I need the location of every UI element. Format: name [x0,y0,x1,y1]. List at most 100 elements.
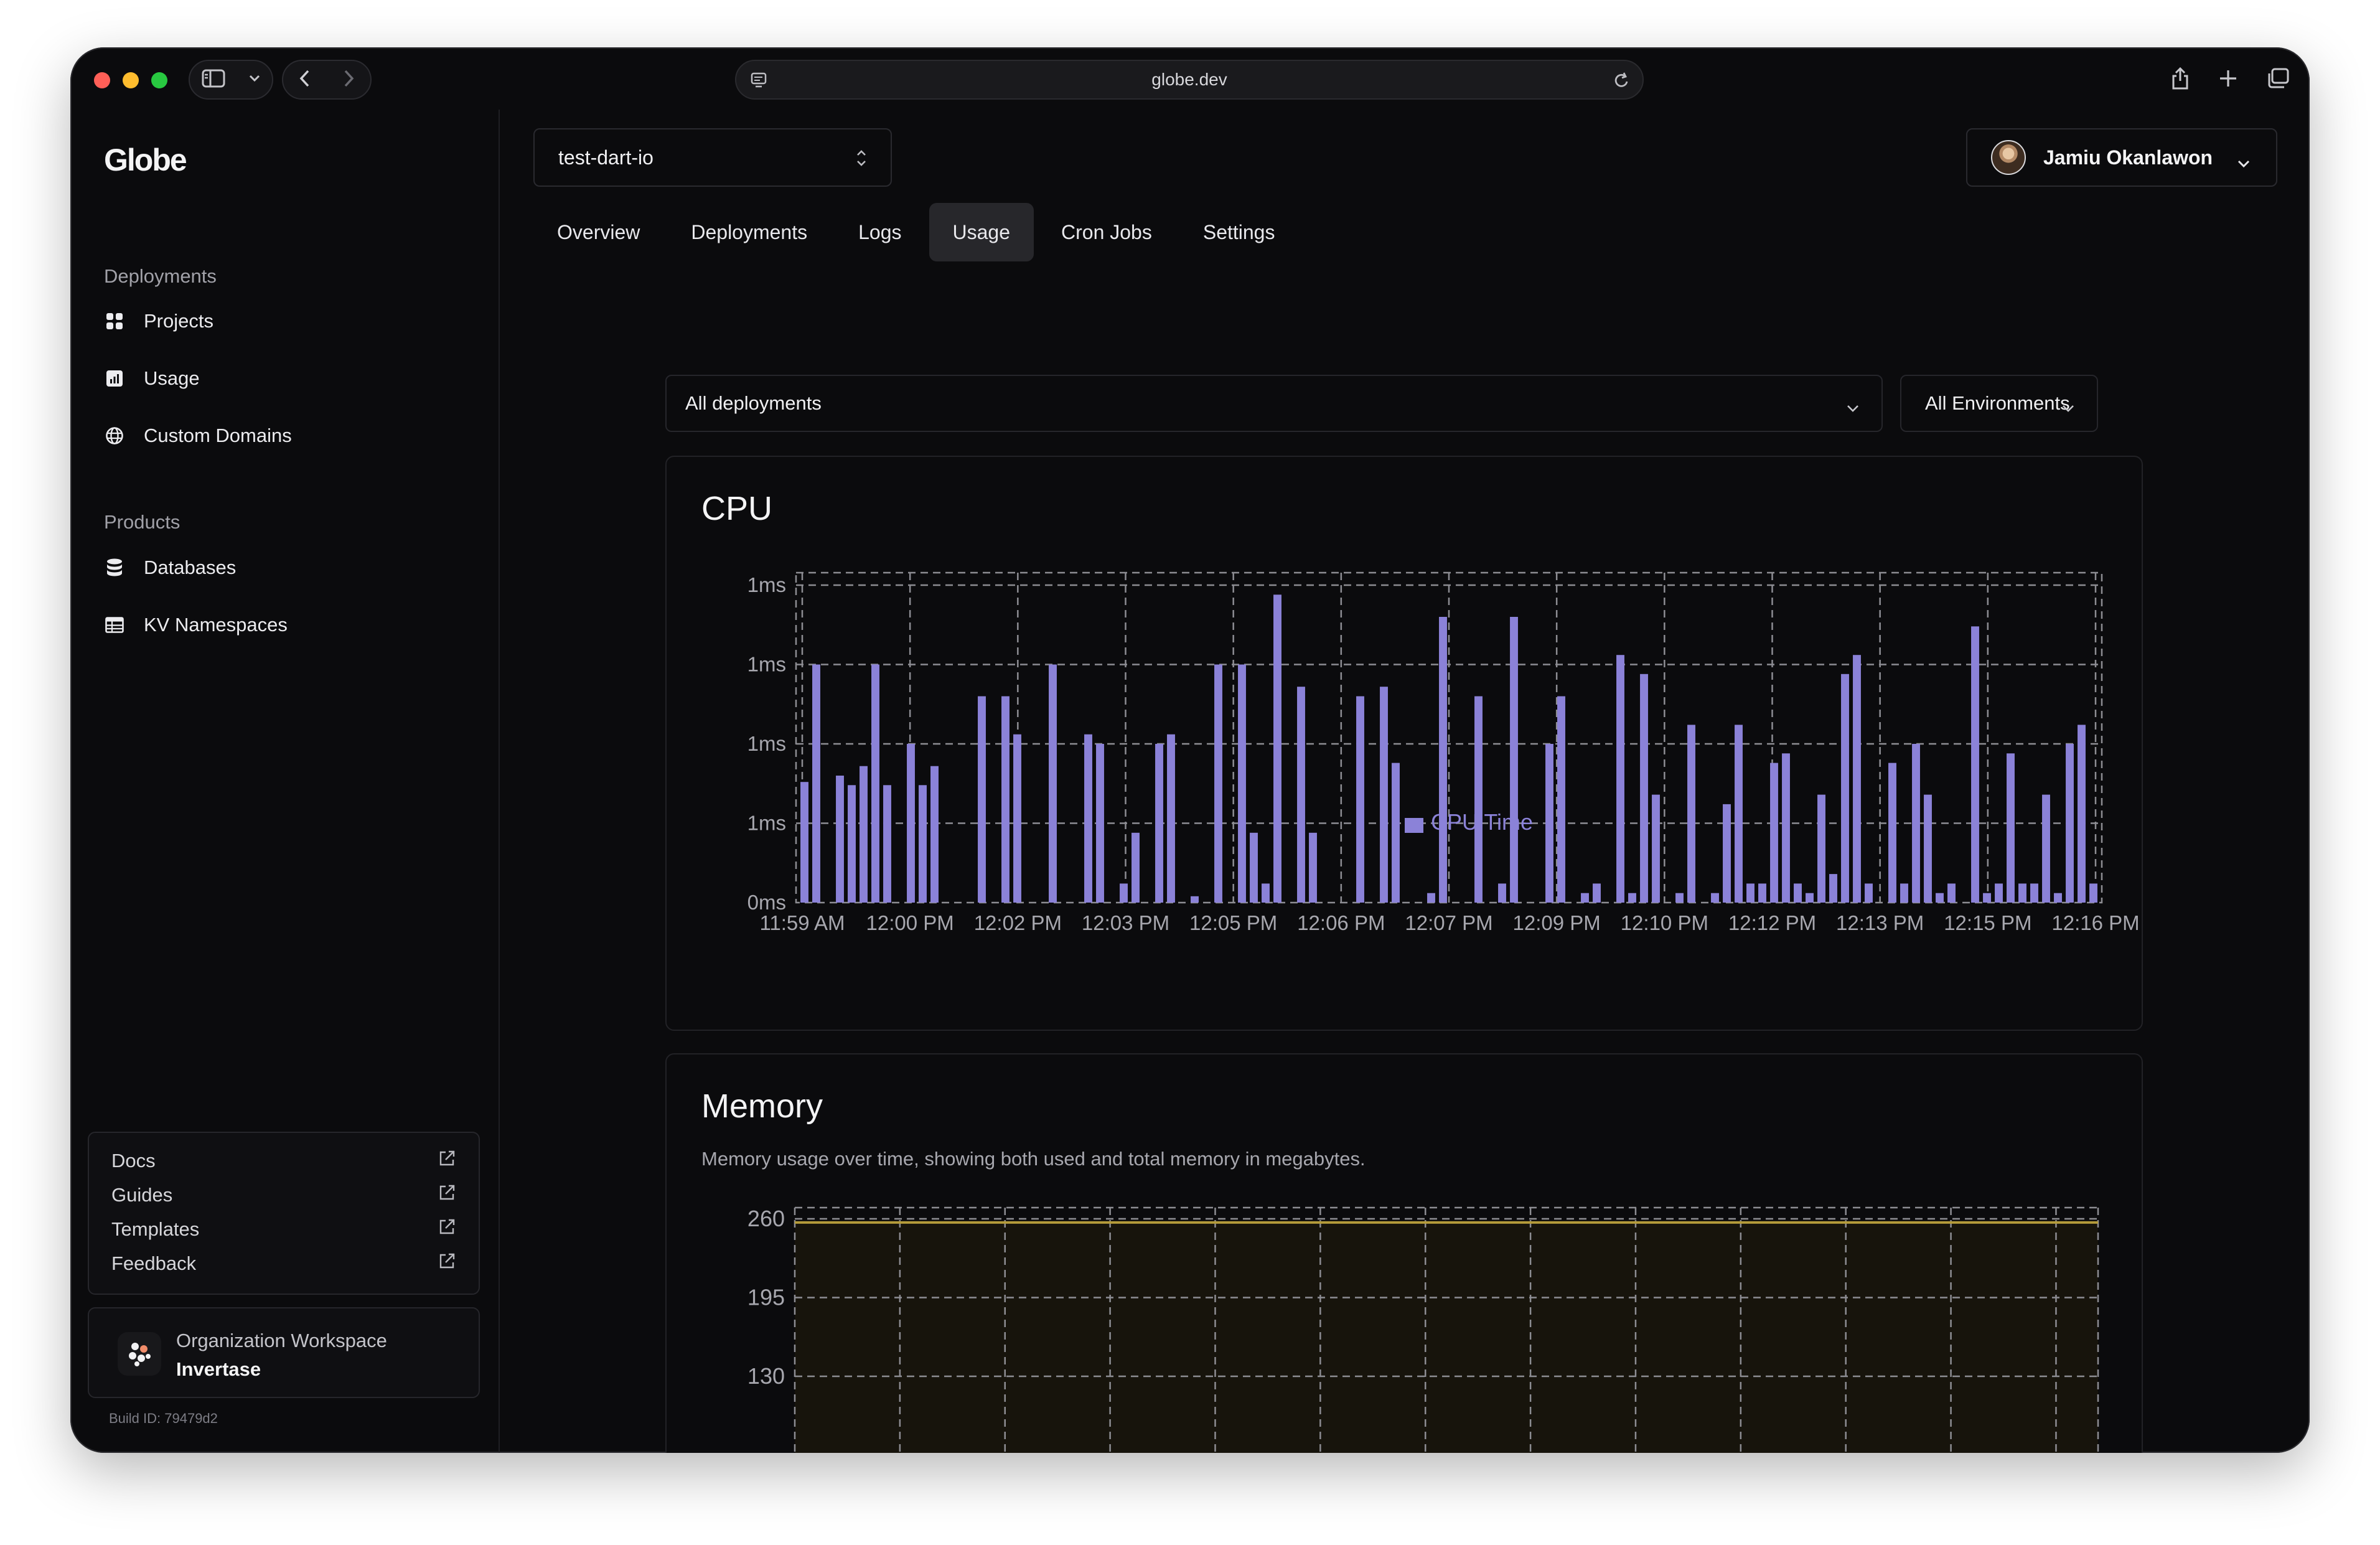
sidebar-item-projects[interactable]: Projects [104,303,213,340]
cpu-bar [1084,734,1092,903]
sidebar-toggle-icon[interactable] [202,69,225,91]
sidebar-item-kv-namespaces[interactable]: KV Namespaces [104,606,288,644]
sidebar-toggle-group [189,60,273,100]
sidebar-item-label: Usage [144,367,200,389]
deployment-filter-value: All deployments [685,392,822,414]
feedback-link[interactable]: Feedback [111,1248,456,1279]
deployment-filter-select[interactable]: All deployments [665,375,1883,432]
reload-icon[interactable] [1611,70,1631,95]
tab-cron-jobs[interactable]: Cron Jobs [1061,220,1152,243]
external-link-icon [438,1218,456,1241]
user-menu-button[interactable]: Jamiu Okanlawon [1966,128,2277,187]
y-tick-label: 1ms [747,732,786,755]
x-tick-label: 12:05 PM [1189,911,1277,934]
globe-logo[interactable]: Globe [104,143,187,177]
memory-card-title: Memory [701,1087,823,1125]
address-bar[interactable]: globe.dev [735,60,1644,100]
tab-logs[interactable]: Logs [858,220,902,243]
cpu-card-title: CPU [701,490,773,527]
cpu-bar [1936,893,1944,903]
x-tick-label: 12:09 PM [1513,911,1601,934]
tab-overview[interactable]: Overview [557,220,640,243]
x-tick-label: 12:16 PM [2051,911,2139,934]
y-tick-label: 0ms [747,891,786,914]
chevron-down-icon [2061,396,2076,418]
cpu-bar [1309,832,1317,903]
zoom-window-button[interactable] [151,72,167,88]
project-selector[interactable]: test-dart-io [533,128,892,187]
toolbar-right [2170,60,2290,100]
invertase-logo-icon [118,1332,161,1376]
templates-link[interactable]: Templates [111,1214,456,1245]
forward-icon[interactable] [342,68,355,92]
tab-deployments[interactable]: Deployments [691,220,808,243]
cpu-bar [2018,883,2026,903]
share-icon[interactable] [2170,66,2190,94]
page-settings-icon[interactable] [750,71,769,94]
back-icon[interactable] [299,68,311,92]
cpu-bar [1817,794,1825,903]
cpu-bar [883,785,891,903]
y-tick-label: 1ms [747,653,786,676]
cpu-bar [1131,832,1140,903]
cpu-bar [1214,664,1222,903]
cpu-bar [800,782,808,903]
environment-filter-value: All Environments [1925,392,2070,414]
cpu-bar [1746,883,1755,903]
memory-chart: 260 195 130 [747,1206,2099,1453]
cpu-bar [1794,883,1802,903]
link-label: Templates [111,1218,200,1240]
guides-link[interactable]: Guides [111,1180,456,1211]
tab-overview-icon[interactable] [2266,67,2290,93]
cpu-bar [2089,883,2097,903]
cpu-bar [2054,893,2062,903]
history-nav-group [282,60,372,100]
cpu-bar [1262,883,1270,903]
x-tick-label: 12:00 PM [866,911,954,934]
project-tabs: Overview Deployments Logs Usage Cron Job… [533,203,1302,261]
cpu-bar [1581,893,1589,903]
cpu-bar [1995,883,2003,903]
x-tick-label: 12:02 PM [974,911,1062,934]
resource-links-box: Docs Guides Templates Feedback [88,1132,480,1295]
organization-switcher[interactable]: Organization Workspace Invertase [88,1307,480,1398]
cpu-bar [2030,883,2038,903]
legend-label: CPU Time [1431,809,1533,835]
cpu-bar [1735,725,1743,903]
minimize-window-button[interactable] [123,72,139,88]
close-window-button[interactable] [94,72,110,88]
cpu-bar [1096,744,1104,903]
cpu-bar [2078,725,2086,903]
cpu-bar [1380,687,1388,903]
external-link-icon [438,1252,456,1275]
cpu-bar [1924,794,1932,903]
cpu-bar [836,776,844,903]
cpu-bar [1640,674,1648,903]
new-tab-icon[interactable] [2218,68,2239,92]
cpu-bar [1687,725,1695,903]
sidebar-item-usage[interactable]: Usage [104,360,200,397]
build-id: Build ID: 79479d2 [109,1411,218,1426]
cpu-bar [1049,664,1057,903]
cpu-bar [1498,883,1506,903]
environment-filter-select[interactable]: All Environments [1900,375,2098,432]
cpu-bar [1439,617,1447,903]
link-label: Docs [111,1150,156,1172]
chevron-down-icon[interactable] [248,74,261,86]
sidebar-item-label: Projects [144,310,213,332]
cpu-bar [1782,753,1790,903]
project-name: test-dart-io [558,146,654,169]
sidebar-item-custom-domains[interactable]: Custom Domains [104,417,292,454]
cpu-bar [1155,744,1163,903]
cpu-bar [2066,744,2074,903]
tab-settings[interactable]: Settings [1202,220,1275,243]
sidebar-item-databases[interactable]: Databases [104,549,236,586]
cpu-bar [1947,883,1956,903]
sidebar-item-label: KV Namespaces [144,614,288,636]
cpu-bar [1557,696,1565,903]
x-tick-label: 12:10 PM [1621,911,1708,934]
docs-link[interactable]: Docs [111,1145,456,1176]
tab-usage[interactable]: Usage [929,203,1034,261]
link-label: Guides [111,1184,173,1206]
